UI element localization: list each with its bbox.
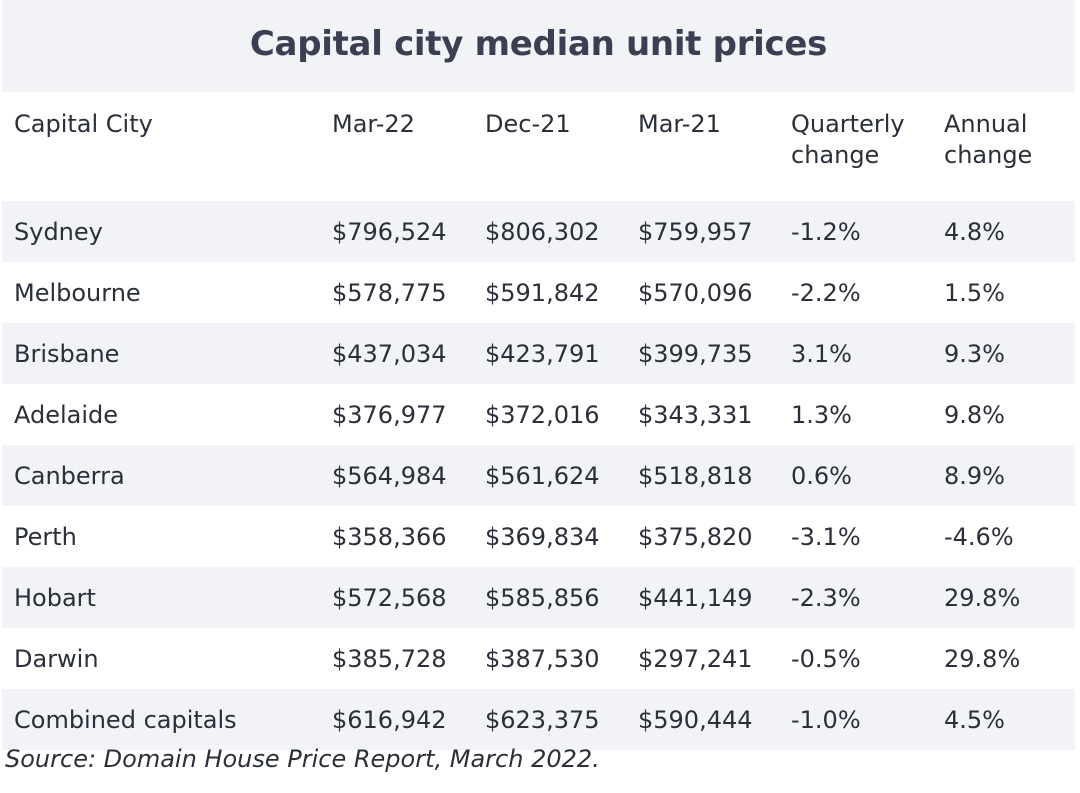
header-dec-21: Dec-21 bbox=[473, 92, 626, 201]
cell-city: Canberra bbox=[2, 445, 320, 506]
cell-annual-change: 9.3% bbox=[932, 323, 1075, 384]
cell-mar-22: $437,034 bbox=[320, 323, 473, 384]
header-capital-city: Capital City bbox=[2, 92, 320, 201]
table-row: Melbourne $578,775 $591,842 $570,096 -2.… bbox=[2, 262, 1075, 323]
header-annual-change: Annual change bbox=[932, 92, 1075, 201]
cell-city: Perth bbox=[2, 506, 320, 567]
cell-quarterly-change: -1.2% bbox=[779, 201, 932, 262]
cell-city: Adelaide bbox=[2, 384, 320, 445]
header-quarterly-change: Quarterly change bbox=[779, 92, 932, 201]
cell-mar-22: $796,524 bbox=[320, 201, 473, 262]
cell-annual-change: 29.8% bbox=[932, 628, 1075, 689]
cell-dec-21: $806,302 bbox=[473, 201, 626, 262]
table-row: Perth $358,366 $369,834 $375,820 -3.1% -… bbox=[2, 506, 1075, 567]
table-row: Adelaide $376,977 $372,016 $343,331 1.3%… bbox=[2, 384, 1075, 445]
table-row: Combined capitals $616,942 $623,375 $590… bbox=[2, 689, 1075, 750]
cell-quarterly-change: -1.0% bbox=[779, 689, 932, 750]
cell-mar-21: $441,149 bbox=[626, 567, 779, 628]
cell-quarterly-change: -3.1% bbox=[779, 506, 932, 567]
cell-city: Combined capitals bbox=[2, 689, 320, 750]
cell-mar-22: $616,942 bbox=[320, 689, 473, 750]
cell-quarterly-change: -2.2% bbox=[779, 262, 932, 323]
table-row: Darwin $385,728 $387,530 $297,241 -0.5% … bbox=[2, 628, 1075, 689]
header-mar-22: Mar-22 bbox=[320, 92, 473, 201]
cell-dec-21: $372,016 bbox=[473, 384, 626, 445]
cell-city: Sydney bbox=[2, 201, 320, 262]
cell-annual-change: 1.5% bbox=[932, 262, 1075, 323]
cell-mar-21: $399,735 bbox=[626, 323, 779, 384]
source-note: Source: Domain House Price Report, March… bbox=[5, 745, 600, 773]
table-row: Hobart $572,568 $585,856 $441,149 -2.3% … bbox=[2, 567, 1075, 628]
table-title: Capital city median unit prices bbox=[249, 24, 828, 64]
cell-dec-21: $561,624 bbox=[473, 445, 626, 506]
price-table-card: Capital city median unit prices Capital … bbox=[2, 0, 1075, 750]
table-row: Canberra $564,984 $561,624 $518,818 0.6%… bbox=[2, 445, 1075, 506]
cell-mar-22: $358,366 bbox=[320, 506, 473, 567]
cell-annual-change: 4.8% bbox=[932, 201, 1075, 262]
cell-mar-22: $578,775 bbox=[320, 262, 473, 323]
cell-mar-21: $297,241 bbox=[626, 628, 779, 689]
cell-quarterly-change: 3.1% bbox=[779, 323, 932, 384]
cell-dec-21: $585,856 bbox=[473, 567, 626, 628]
cell-mar-21: $375,820 bbox=[626, 506, 779, 567]
cell-mar-21: $759,957 bbox=[626, 201, 779, 262]
cell-dec-21: $623,375 bbox=[473, 689, 626, 750]
cell-annual-change: 9.8% bbox=[932, 384, 1075, 445]
cell-mar-21: $570,096 bbox=[626, 262, 779, 323]
cell-dec-21: $591,842 bbox=[473, 262, 626, 323]
cell-city: Melbourne bbox=[2, 262, 320, 323]
cell-mar-22: $376,977 bbox=[320, 384, 473, 445]
title-bar: Capital city median unit prices bbox=[2, 0, 1075, 92]
cell-mar-22: $385,728 bbox=[320, 628, 473, 689]
cell-mar-22: $564,984 bbox=[320, 445, 473, 506]
cell-city: Hobart bbox=[2, 567, 320, 628]
cell-dec-21: $369,834 bbox=[473, 506, 626, 567]
cell-quarterly-change: -2.3% bbox=[779, 567, 932, 628]
cell-city: Darwin bbox=[2, 628, 320, 689]
cell-mar-21: $343,331 bbox=[626, 384, 779, 445]
cell-annual-change: 29.8% bbox=[932, 567, 1075, 628]
cell-quarterly-change: -0.5% bbox=[779, 628, 932, 689]
price-table: Capital City Mar-22 Dec-21 Mar-21 Quarte… bbox=[2, 92, 1075, 750]
table-row: Sydney $796,524 $806,302 $759,957 -1.2% … bbox=[2, 201, 1075, 262]
cell-city: Brisbane bbox=[2, 323, 320, 384]
header-mar-21: Mar-21 bbox=[626, 92, 779, 201]
cell-annual-change: -4.6% bbox=[932, 506, 1075, 567]
cell-dec-21: $387,530 bbox=[473, 628, 626, 689]
cell-mar-21: $518,818 bbox=[626, 445, 779, 506]
cell-mar-22: $572,568 bbox=[320, 567, 473, 628]
cell-quarterly-change: 0.6% bbox=[779, 445, 932, 506]
table-row: Brisbane $437,034 $423,791 $399,735 3.1%… bbox=[2, 323, 1075, 384]
cell-quarterly-change: 1.3% bbox=[779, 384, 932, 445]
cell-annual-change: 4.5% bbox=[932, 689, 1075, 750]
cell-dec-21: $423,791 bbox=[473, 323, 626, 384]
header-row: Capital City Mar-22 Dec-21 Mar-21 Quarte… bbox=[2, 92, 1075, 201]
cell-annual-change: 8.9% bbox=[932, 445, 1075, 506]
cell-mar-21: $590,444 bbox=[626, 689, 779, 750]
